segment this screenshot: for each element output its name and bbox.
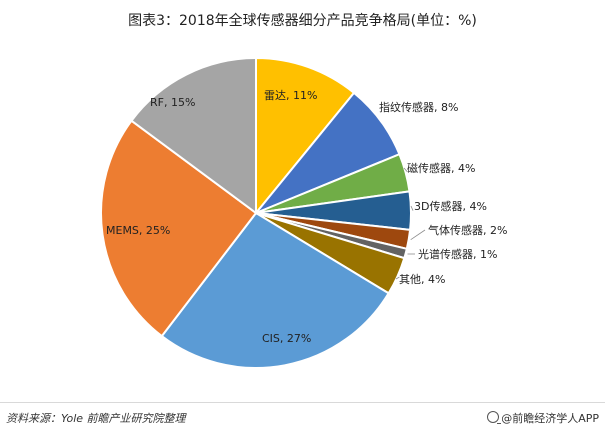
slice-label-5: 光谱传感器, 1% xyxy=(418,247,497,261)
chart-title: 图表3：2018年全球传感器细分产品竞争格局(单位：%) xyxy=(128,13,477,29)
pie-chart: 雷达, 11% 指纹传感器, 8% 磁传感器, 4% 3D传感器, 4% 气体传感器, … xyxy=(100,56,507,369)
slice-label-9: RF, 15% xyxy=(150,96,195,109)
leader-line-3 xyxy=(410,205,414,211)
slice-label-0: 雷达, 11% xyxy=(264,89,317,102)
leader-line-2 xyxy=(403,167,408,173)
slice-label-1: 指纹传感器, 8% xyxy=(379,100,458,114)
pie-slice-8 xyxy=(100,119,258,338)
brand-text: @前瞻经济学人APP xyxy=(501,412,599,425)
leader-line-6 xyxy=(395,276,400,280)
pie-slice-7 xyxy=(160,211,390,369)
pie-slice-0 xyxy=(255,56,356,216)
footer-divider xyxy=(0,402,605,403)
slice-label-3: 3D传感器, 4% xyxy=(414,200,487,213)
slice-label-2: 磁传感器, 4% xyxy=(407,162,475,175)
slice-label-4: 气体传感器, 2% xyxy=(428,223,507,237)
source-note: 资料来源：Yole 前瞻产业研究院整理 xyxy=(6,412,186,425)
search-icon xyxy=(487,411,502,424)
brand-credit: @前瞻经济学人APP xyxy=(487,410,599,426)
leader-line-4 xyxy=(410,229,426,241)
slice-label-7: CIS, 27% xyxy=(262,332,311,345)
pie-slice-9 xyxy=(130,56,257,215)
slice-label-8: MEMS, 25% xyxy=(106,224,170,237)
slice-label-6: 其他, 4% xyxy=(399,273,445,286)
